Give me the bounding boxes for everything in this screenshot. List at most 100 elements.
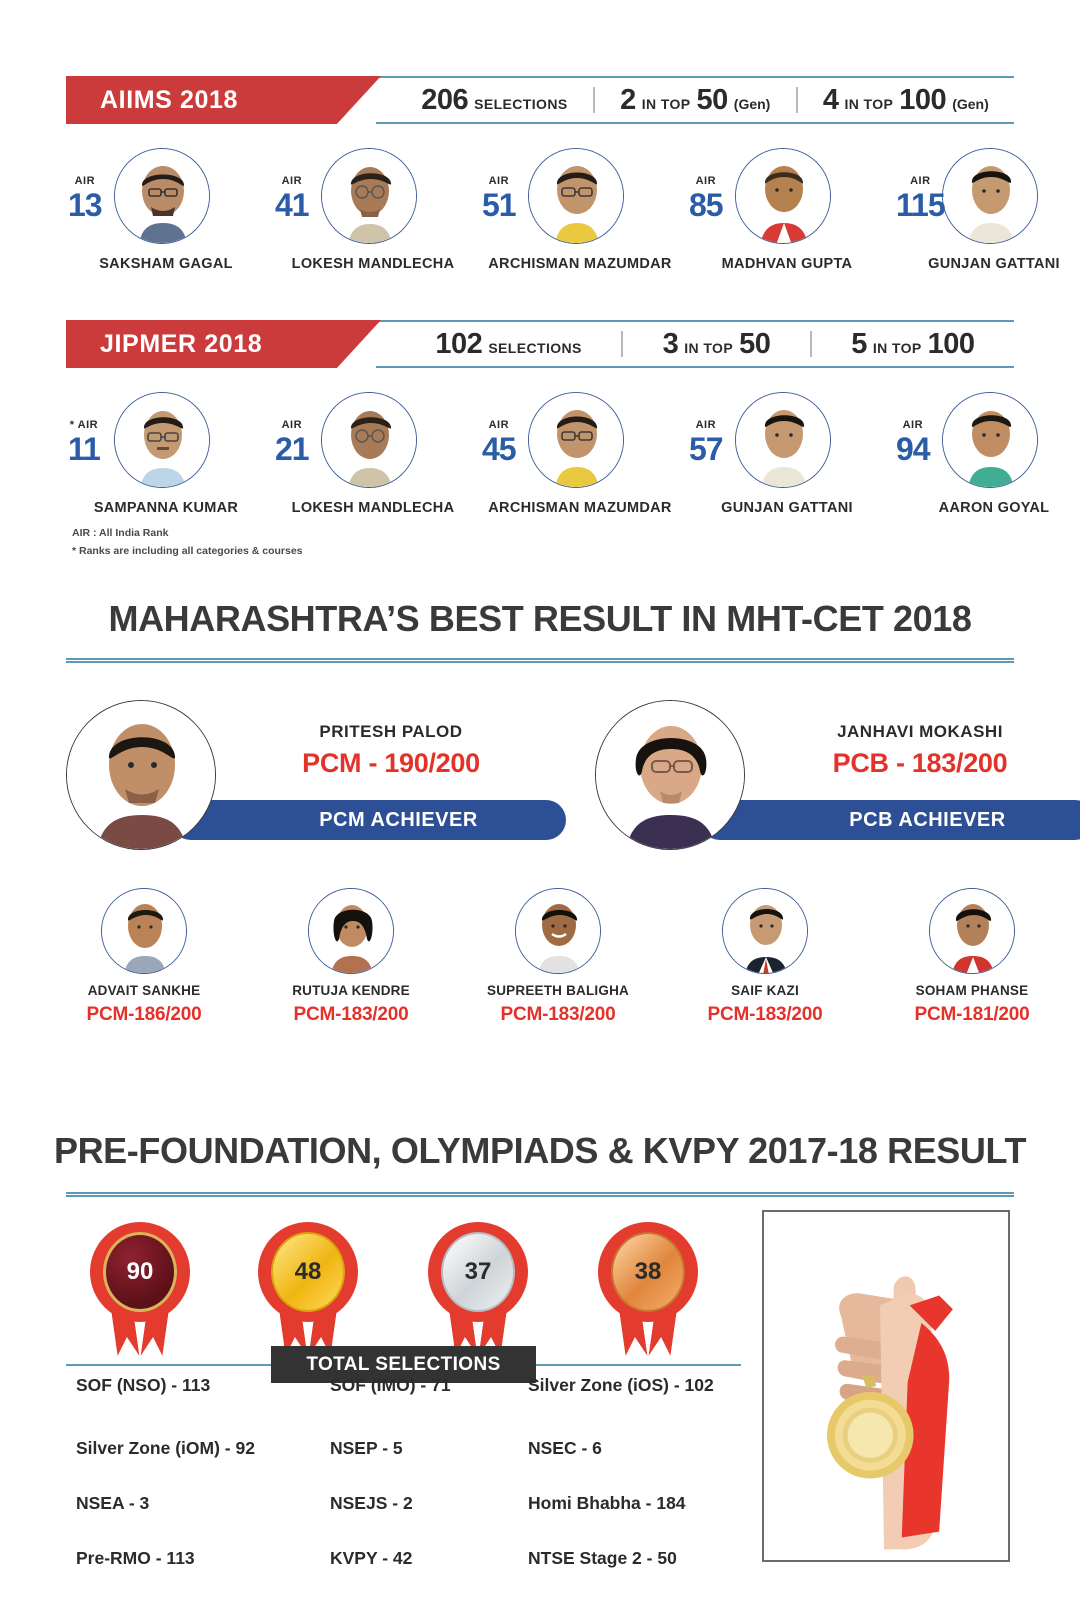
stat-top100-count: 4	[822, 83, 839, 116]
exam-name-tag: JIPMER 2018	[66, 320, 381, 368]
student-photo	[101, 888, 187, 974]
hero-name: JANHAVI MOKASHI	[837, 722, 1003, 741]
student-portrait-icon	[309, 889, 393, 973]
hero-score: PCB - 183/200	[832, 748, 1008, 778]
student-photo	[735, 148, 831, 244]
rank-box: AIR 85	[689, 176, 724, 222]
jipmer-stats: 102 SELECTIONS 3 IN TOP 50 5 IN TOP 100	[396, 322, 1014, 366]
selection-item: NSEP - 5	[330, 1438, 403, 1458]
banner-top-rule	[376, 76, 1014, 78]
stat-top100-mid: IN TOP	[844, 95, 894, 112]
hero-portrait-icon	[596, 701, 744, 849]
stat-top100-mid: IN TOP	[872, 339, 922, 356]
avatar-wrap: AIR 85	[687, 148, 887, 252]
rank-label: AIR	[74, 175, 96, 187]
rank-label: AIR	[488, 175, 510, 187]
student-card: AIR 41	[273, 148, 473, 272]
student-portrait-icon	[930, 889, 1014, 973]
student-portrait-icon	[102, 889, 186, 973]
rank-number: 51	[482, 187, 517, 223]
stat-divider	[592, 87, 595, 113]
hero-photo-pritesh	[66, 700, 216, 850]
selection-item: Homi Bhabha - 184	[528, 1493, 686, 1513]
avatar-wrap: AIR 13	[66, 148, 266, 252]
stat-top100-threshold: 100	[927, 327, 975, 360]
stat-top50-suffix: (Gen)	[733, 95, 771, 112]
rank-box: AIR 13	[68, 175, 103, 223]
stat-top100-threshold: 100	[899, 83, 947, 116]
rank-box: AIR 115	[896, 175, 946, 222]
stat-top50-mid: IN TOP	[684, 339, 734, 356]
avatar-wrap: * AIR 11	[66, 392, 266, 496]
student-portrait-icon	[943, 149, 1037, 243]
hero-photo-janhavi	[595, 700, 745, 850]
rosette-icon: 38	[592, 1216, 704, 1328]
student-portrait-icon	[723, 889, 807, 973]
stat-selections-number: 102	[435, 327, 483, 360]
student-score: PCM-181/200	[914, 1004, 1030, 1025]
student-name: ARCHISMAN MAZUMDAR	[488, 500, 672, 516]
medal-count: 37	[441, 1232, 515, 1312]
rank-number: 21	[275, 431, 310, 467]
student-name: SAIF KAZI	[731, 983, 799, 998]
stat-top50: 3 IN TOP 50	[663, 328, 771, 361]
student-portrait-icon	[529, 393, 623, 487]
banner-bottom-rule	[376, 366, 1014, 368]
student-name: SOHAM PHANSE	[915, 983, 1029, 998]
avatar-wrap: AIR 94	[894, 392, 1080, 496]
avatar-wrap: AIR 21	[273, 392, 473, 496]
stat-top50-count: 3	[662, 327, 679, 360]
avatar-wrap: AIR 115	[894, 148, 1080, 252]
stat-top50-mid: IN TOP	[641, 95, 691, 112]
student-score: PCM-186/200	[86, 1004, 202, 1025]
student-card: AIR 57 GUNJAN GATTANI	[687, 392, 887, 516]
rank-box: * AIR 11	[68, 420, 101, 467]
stat-divider	[795, 87, 798, 113]
total-selections-rule-right	[536, 1364, 741, 1366]
student-name: SAKSHAM GAGAL	[99, 256, 233, 272]
student-name: GUNJAN GATTANI	[928, 256, 1060, 272]
stat-selections-label: SELECTIONS	[474, 95, 568, 112]
stat-top50-threshold: 50	[739, 327, 771, 360]
student-name: RUTUJA KENDRE	[292, 983, 410, 998]
medal-count: 38	[611, 1232, 685, 1312]
avatar-wrap: AIR 41	[273, 148, 473, 252]
student-photo	[735, 392, 831, 488]
medal-badge: 37	[418, 1216, 538, 1328]
student-photo	[321, 148, 417, 244]
rank-box: AIR 94	[896, 419, 931, 466]
student-name: GUNJAN GATTANI	[721, 500, 853, 516]
student-card: AIR 115 GUNJAN GATTANI	[894, 148, 1080, 272]
aiims-banner: AIIMS 2018 206 SELECTIONS 2 IN TOP 50 (G…	[66, 76, 1014, 124]
stat-top100: 5 IN TOP 100	[851, 327, 975, 361]
selection-item: Silver Zone (iOS) - 102	[528, 1375, 714, 1395]
rank-number: 13	[68, 187, 103, 223]
student-name: SUPREETH BALIGHA	[487, 983, 629, 998]
student-photo	[528, 392, 624, 488]
selection-item: NSEJS - 2	[330, 1493, 413, 1513]
banner-top-rule	[376, 320, 1014, 322]
stat-divider	[809, 331, 812, 357]
selection-item: NSEC - 6	[528, 1438, 602, 1458]
banner-bottom-rule	[376, 122, 1014, 124]
exam-section-aiims: AIIMS 2018 206 SELECTIONS 2 IN TOP 50 (G…	[0, 76, 1080, 278]
total-selections-rule-left	[66, 1364, 271, 1366]
cet-hero-pcb: PCB ACHIEVER JANHAVI MOKASHI PCB - 183/2…	[595, 700, 1080, 850]
selection-item: SOF (NSO) - 113	[76, 1375, 211, 1395]
footnote-ranks: * Ranks are including all categories & c…	[72, 544, 303, 557]
rank-label: AIR	[910, 175, 931, 187]
rank-label: AIR	[902, 419, 924, 431]
rank-number: 45	[482, 431, 517, 467]
student-card: AIR 51	[480, 148, 680, 272]
pcb-achiever-badge: PCB ACHIEVER	[700, 800, 1080, 840]
stat-top50: 2 IN TOP 50 (Gen)	[620, 84, 770, 117]
student-portrait-icon	[516, 889, 600, 973]
rank-number: 11	[68, 431, 101, 467]
rosette-icon: 37	[422, 1216, 534, 1328]
avatar-wrap: AIR 51	[480, 148, 680, 252]
stat-selections-number: 206	[421, 83, 469, 116]
hero-name: PRITESH PALOD	[319, 722, 463, 741]
selection-item: KVPY - 42	[330, 1548, 413, 1568]
jipmer-student-row: * AIR 11	[66, 392, 1049, 522]
student-name: LOKESH MANDLECHA	[291, 256, 455, 272]
